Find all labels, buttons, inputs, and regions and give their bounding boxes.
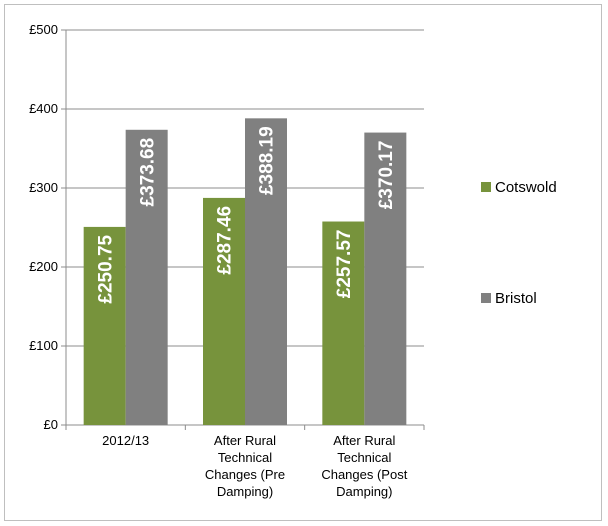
legend-swatch-bristol (481, 293, 491, 303)
y-tick-label: £0 (44, 417, 58, 432)
x-tick-label-line: Damping) (336, 484, 392, 499)
x-tick-label-line: Changes (Post (321, 467, 407, 482)
y-tick-label: £200 (29, 259, 58, 274)
bar-bristol (364, 132, 407, 425)
bar-cotswold (322, 221, 365, 425)
x-tick-label: After Rural Technical Changes (Pre Damping) (205, 433, 285, 499)
x-tick-label-line: After Rural (333, 433, 395, 448)
bar-bristol (245, 118, 287, 426)
y-tick-label: £300 (29, 180, 58, 195)
x-tick-label: After Rural Technical Changes (Post Damping… (321, 433, 407, 499)
bar-bristol (125, 129, 168, 426)
legend-label-cotswold: Cotswold (495, 179, 557, 196)
data-label: £370.17 (376, 141, 397, 210)
bar-cotswold (203, 197, 245, 425)
data-label: £250.75 (95, 234, 116, 303)
x-tick-label-line: 2012/13 (102, 433, 149, 448)
legend-swatch-cotswold (481, 182, 491, 192)
y-tick-label: £100 (29, 338, 58, 353)
x-tick-label: 2012/13 (102, 433, 149, 448)
data-label: £388.19 (257, 126, 278, 195)
y-tick-label: £500 (29, 22, 58, 37)
bar-cotswold (83, 226, 126, 425)
data-label: £373.68 (137, 138, 158, 207)
y-tick-label: £400 (29, 101, 58, 116)
x-tick-label-line: Changes (Pre (205, 467, 285, 482)
x-tick-label-line: Damping) (217, 484, 273, 499)
x-tick-label-line: Technical (218, 450, 272, 465)
x-tick-label-line: After Rural (214, 433, 276, 448)
data-label: £257.57 (334, 230, 355, 299)
legend-label-bristol: Bristol (495, 290, 537, 307)
data-label: £287.46 (215, 206, 236, 275)
x-tick-label-line: Technical (337, 450, 391, 465)
